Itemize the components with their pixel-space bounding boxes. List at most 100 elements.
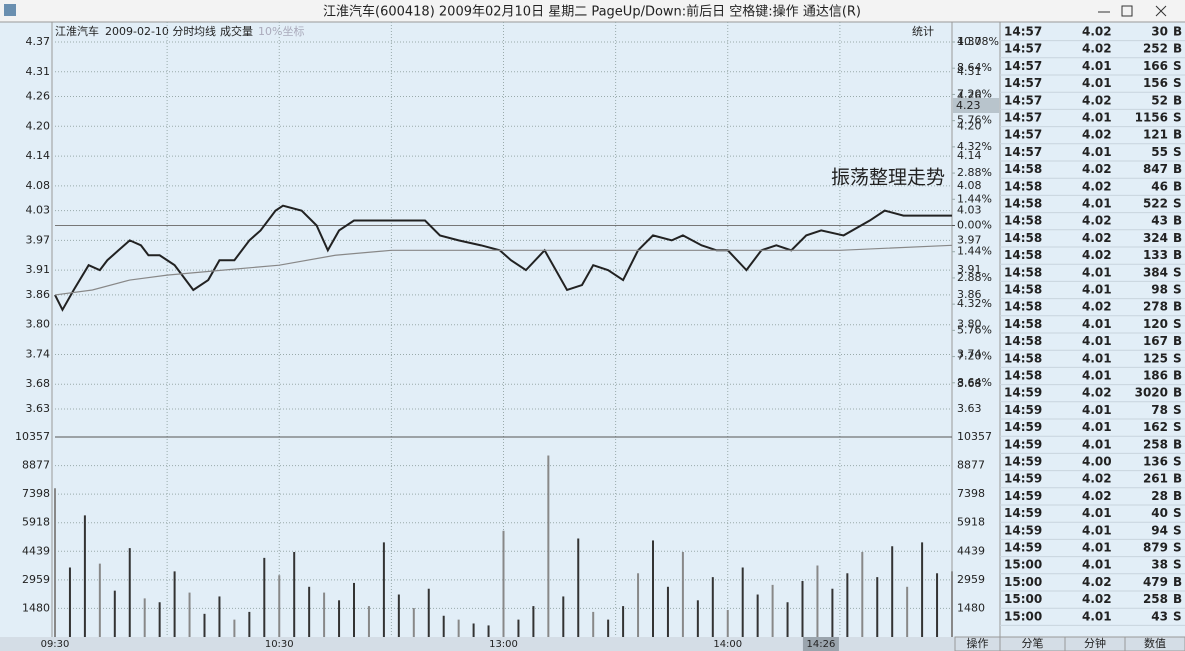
y-right-tick-label: 4.37 [957,35,982,48]
y-tick-label: 4.03 [26,204,51,217]
trade-time: 14:58 [1004,162,1042,176]
trade-side: S [1173,420,1182,434]
trade-price: 4.02 [1082,231,1112,245]
trade-time: 14:57 [1004,145,1042,159]
y-tick-label: 10357 [15,430,50,443]
trade-side: S [1173,317,1182,331]
tab-label[interactable]: 分笔 [1022,636,1044,650]
tab-label[interactable]: 分钟 [1084,636,1106,650]
trade-price: 4.02 [1082,472,1112,486]
trade-side: S [1173,76,1182,90]
y-tick-label: 7398 [22,487,50,500]
header-date: 2009-02-10 分时 [105,25,194,38]
trade-side: S [1173,506,1182,520]
trade-time: 14:58 [1004,351,1042,365]
header-scale[interactable]: 10%坐标 [258,24,304,38]
trade-price: 4.02 [1082,575,1112,589]
trade-volume: 258 [1143,592,1168,606]
trade-side: S [1173,111,1182,125]
title-bar [0,0,1185,22]
annotation: 振荡整理走势 [831,167,945,189]
y-right-tick-label: 8877 [957,459,985,472]
y-tick-label: 3.63 [26,402,51,415]
trade-volume: 278 [1143,300,1168,314]
trade-price: 4.01 [1082,351,1112,365]
y-right-tick-label: 4.14 [957,149,982,162]
trade-side: B [1173,248,1182,262]
trade-side: S [1173,265,1182,279]
trade-time: 14:58 [1004,265,1042,279]
trade-volume: 479 [1143,575,1168,589]
header-stat[interactable]: 统计 [912,25,934,38]
x-tick-label: 09:30 [41,639,70,650]
trade-price: 4.01 [1082,541,1112,555]
trade-volume: 52 [1151,93,1168,107]
y-tick-label: 4439 [22,544,50,557]
y2-tick-label: 7.20% [957,350,992,363]
price-line [54,244,953,296]
status-bar [0,637,1185,651]
trade-price: 4.01 [1082,403,1112,417]
y-tick-label: 1480 [22,601,50,614]
header-stock: 江淮汽车 [55,24,99,38]
y-right-tick-label: 7398 [957,487,985,500]
trade-side: B [1173,592,1182,606]
y2-tick-label: 2.88% [957,166,992,179]
trade-volume: 55 [1151,145,1168,159]
trade-time: 14:58 [1004,179,1042,193]
y2-tick-label: 10.08% [957,35,999,48]
trade-volume: 167 [1143,334,1168,348]
trade-volume: 324 [1143,231,1168,245]
y-right-tick-label: 3.63 [957,402,982,415]
trade-volume: 98 [1151,283,1168,297]
price-line [54,204,952,312]
trade-time: 14:58 [1004,197,1042,211]
trade-side: S [1173,523,1182,537]
y-tick-label: 3.97 [26,233,51,246]
trade-time: 14:59 [1004,472,1042,486]
trade-price: 4.01 [1082,145,1112,159]
trade-time: 14:57 [1004,76,1042,90]
trade-time: 14:58 [1004,317,1042,331]
trade-price: 4.02 [1082,248,1112,262]
trade-price: 4.02 [1082,162,1112,176]
tab[interactable] [1124,636,1185,651]
trade-volume: 186 [1143,369,1168,383]
trade-side: S [1173,455,1182,469]
y-right-tick-label: 10357 [957,430,992,443]
trade-time: 14:57 [1004,128,1042,142]
trade-volume: 879 [1143,541,1168,555]
trade-side: B [1173,25,1182,39]
trade-time: 15:00 [1004,558,1042,572]
price-box-label: 4.23 [956,99,981,112]
trade-side: S [1173,403,1182,417]
tab-label[interactable]: 数值 [1144,637,1166,650]
trade-price: 4.02 [1082,128,1112,142]
y-right-tick-label: 3.86 [957,288,982,301]
x-tick-label: 14:00 [713,639,742,650]
trade-volume: 258 [1143,437,1168,451]
trade-side: B [1173,93,1182,107]
trade-volume: 156 [1143,76,1168,90]
y2-tick-label: 0.00% [957,219,992,232]
trade-time: 14:57 [1004,111,1042,125]
y-right-tick-label: 3.68 [957,377,982,390]
y-right-tick-label: 4.20 [957,119,982,132]
trade-price: 4.01 [1082,111,1112,125]
trade-time: 14:58 [1004,300,1042,314]
y2-tick-label: 2.88% [957,271,992,284]
tab-label[interactable]: 操作 [967,636,989,650]
trade-side: S [1173,283,1182,297]
trade-side: S [1173,197,1182,211]
trade-volume: 847 [1143,162,1168,176]
trade-volume: 120 [1143,317,1168,331]
trade-side: B [1173,437,1182,451]
trade-volume: 261 [1143,472,1168,486]
window-buttons[interactable] [1098,5,1167,17]
trade-price: 4.02 [1082,93,1112,107]
trade-price: 4.01 [1082,523,1112,537]
trade-side: B [1173,334,1182,348]
y-right-tick-label: 3.91 [957,263,982,276]
trade-side: S [1173,541,1182,555]
trade-price: 4.01 [1082,420,1112,434]
